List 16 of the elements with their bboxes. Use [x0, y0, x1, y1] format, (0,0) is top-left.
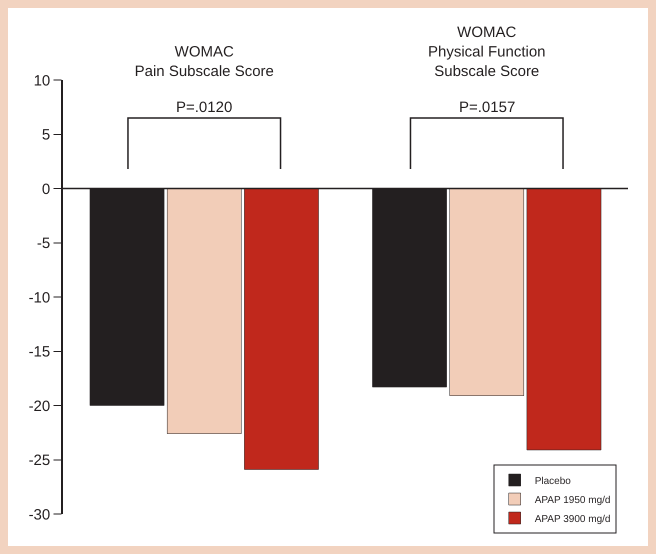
y-tick-label: -20 — [28, 398, 50, 415]
y-tick-label: -15 — [28, 344, 50, 360]
y-tick-label: 10 — [34, 72, 50, 90]
legend-label: Placebo — [534, 476, 572, 487]
x-tick-label: WOMAC Pain Subscale Score — [134, 44, 274, 80]
legend-label: APAP 1950 mg/d — [534, 494, 610, 506]
legend-label: APAP 3900 mg/d — [534, 514, 610, 525]
y-tick-label: -5 — [36, 235, 50, 252]
annotation: P=.0157 — [459, 99, 516, 116]
y-tick-label: -30 — [28, 506, 50, 524]
y-tick-label: 5 — [42, 126, 50, 144]
y-tick-label: -25 — [28, 452, 50, 469]
y-tick-label: 0 — [42, 180, 50, 198]
x-tick-label: WOMAC Physical Function Subscale Score — [428, 24, 546, 80]
annotation: P=.0120 — [176, 99, 232, 116]
y-tick-label: -10 — [28, 289, 50, 306]
